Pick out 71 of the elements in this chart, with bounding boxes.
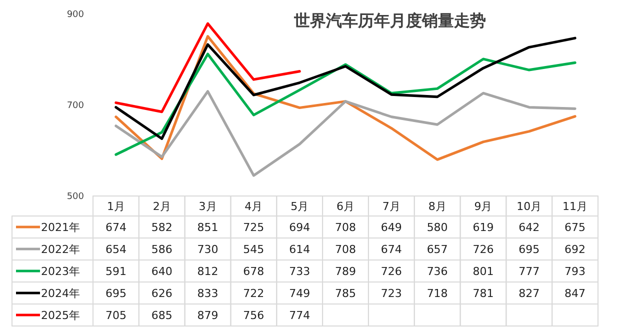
data-label: 726 xyxy=(472,242,494,256)
data-label: 614 xyxy=(289,242,310,256)
data-label: 827 xyxy=(518,286,540,300)
x-tick-label: 8月 xyxy=(428,200,446,213)
data-label: 736 xyxy=(426,264,448,278)
x-tick-label: 2月 xyxy=(152,200,171,213)
data-label: 708 xyxy=(335,220,356,234)
data-label: 657 xyxy=(426,242,448,256)
data-label: 649 xyxy=(380,220,402,234)
line-series xyxy=(114,36,576,140)
data-label: 675 xyxy=(564,220,586,234)
data-label: 725 xyxy=(243,220,264,234)
x-tick-label: 5月 xyxy=(290,200,309,213)
legend-label: 2024年 xyxy=(41,286,80,300)
x-tick-label: 3月 xyxy=(198,200,217,213)
data-label: 789 xyxy=(335,264,356,278)
data-label: 777 xyxy=(518,264,540,278)
data-label: 749 xyxy=(289,286,310,300)
data-label: 580 xyxy=(426,220,448,234)
legend-label: 2025年 xyxy=(41,308,80,322)
data-label: 833 xyxy=(197,286,218,300)
data-label: 586 xyxy=(151,242,172,256)
data-label: 640 xyxy=(151,264,172,278)
x-tick-label: 9月 xyxy=(474,200,492,213)
data-label: 723 xyxy=(380,286,402,300)
data-label: 879 xyxy=(197,308,218,322)
data-label: 545 xyxy=(243,242,264,256)
data-label: 847 xyxy=(564,286,586,300)
data-label: 756 xyxy=(243,308,264,322)
legend-label: 2021年 xyxy=(41,220,80,234)
data-label: 695 xyxy=(518,242,540,256)
x-tick-label: 1月 xyxy=(106,200,125,213)
data-label: 708 xyxy=(335,242,356,256)
x-tick-label: 10月 xyxy=(516,200,542,213)
data-label: 774 xyxy=(289,308,310,322)
data-label: 722 xyxy=(243,286,264,300)
data-label: 619 xyxy=(472,220,494,234)
data-label: 678 xyxy=(243,264,264,278)
y-tick-label: 500 xyxy=(66,192,84,202)
data-label: 730 xyxy=(197,242,218,256)
y-tick-label: 700 xyxy=(66,101,84,112)
data-label: 582 xyxy=(151,220,172,234)
data-label: 674 xyxy=(380,242,402,256)
y-tick-label: 900 xyxy=(66,10,84,20)
chart-title: 世界汽车历年月度销量走势 xyxy=(293,11,486,30)
data-label: 642 xyxy=(518,220,540,234)
x-tick-label: 6月 xyxy=(336,200,354,213)
data-label: 591 xyxy=(105,264,126,278)
data-label: 793 xyxy=(564,264,586,278)
data-label: 674 xyxy=(105,220,126,234)
data-label: 812 xyxy=(197,264,218,278)
data-label: 785 xyxy=(335,286,356,300)
x-tick-label: 11月 xyxy=(562,200,588,213)
data-label: 685 xyxy=(151,308,172,322)
data-label: 692 xyxy=(564,242,586,256)
line-series xyxy=(114,90,576,177)
data-label: 695 xyxy=(105,286,126,300)
data-label: 654 xyxy=(105,242,126,256)
legend-label: 2023年 xyxy=(41,264,80,278)
data-label: 781 xyxy=(472,286,494,300)
data-label: 851 xyxy=(197,220,218,234)
data-label: 694 xyxy=(289,220,310,234)
x-tick-label: 7月 xyxy=(382,200,400,213)
data-label: 718 xyxy=(426,286,448,300)
legend-label: 2022年 xyxy=(41,242,80,256)
data-label: 726 xyxy=(380,264,402,278)
data-label: 626 xyxy=(151,286,172,300)
data-label: 733 xyxy=(289,264,310,278)
data-label: 801 xyxy=(472,264,494,278)
data-label: 705 xyxy=(105,308,126,322)
x-tick-label: 4月 xyxy=(244,200,263,213)
